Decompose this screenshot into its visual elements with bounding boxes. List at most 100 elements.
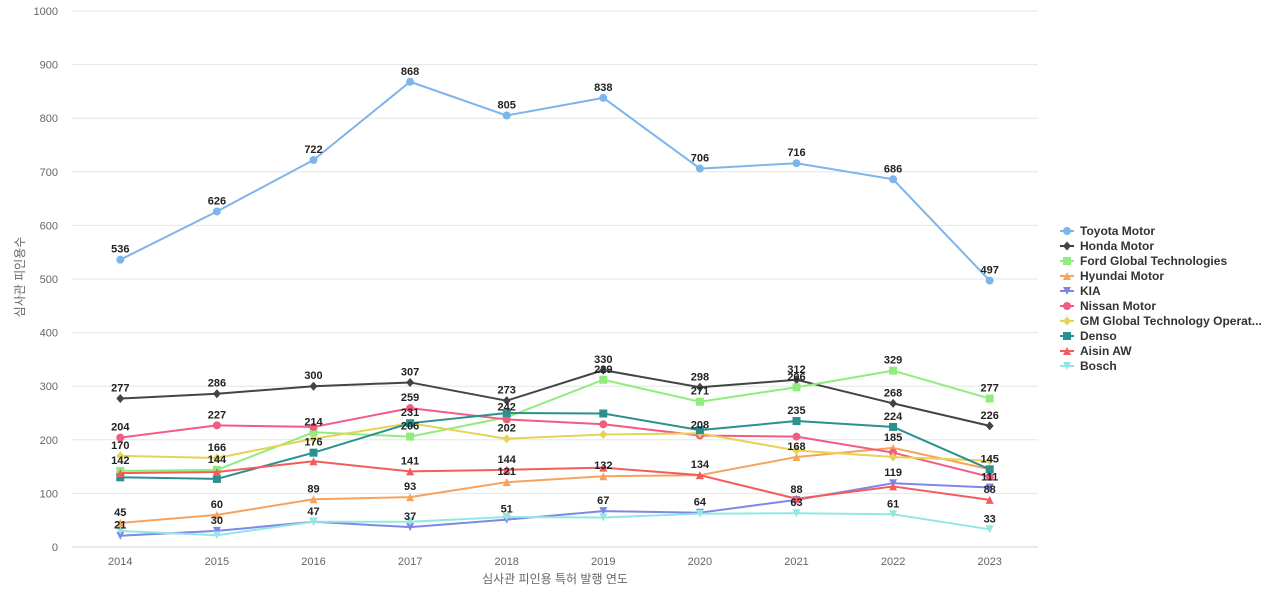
- legend-item[interactable]: Bosch: [1060, 359, 1117, 373]
- data-point[interactable]: [212, 510, 221, 519]
- data-point[interactable]: [599, 409, 608, 418]
- legend-item[interactable]: Aisin AW: [1060, 344, 1132, 358]
- data-point[interactable]: [792, 159, 801, 168]
- data-point[interactable]: [792, 446, 801, 456]
- data-point[interactable]: [599, 513, 608, 522]
- data-point[interactable]: [116, 526, 125, 535]
- data-point[interactable]: [695, 471, 704, 480]
- data-label: 166: [208, 442, 226, 454]
- data-point[interactable]: [695, 164, 704, 173]
- data-point[interactable]: [406, 432, 415, 441]
- data-point[interactable]: [212, 531, 221, 540]
- data-point[interactable]: [792, 432, 801, 441]
- data-point[interactable]: [985, 525, 994, 534]
- data-point[interactable]: [212, 389, 221, 399]
- data-point[interactable]: [792, 383, 801, 392]
- data-point[interactable]: [695, 426, 704, 435]
- data-point[interactable]: [309, 448, 318, 457]
- data-point[interactable]: [116, 451, 125, 461]
- data-point[interactable]: [985, 472, 994, 481]
- data-point[interactable]: [889, 510, 898, 519]
- data-point[interactable]: [599, 429, 608, 439]
- legend-item[interactable]: Ford Global Technologies: [1060, 254, 1227, 268]
- data-point[interactable]: [406, 404, 415, 413]
- legend-item[interactable]: Nissan Motor: [1060, 299, 1156, 313]
- data-point[interactable]: [502, 478, 511, 487]
- data-point[interactable]: [889, 175, 898, 184]
- data-point[interactable]: [889, 398, 898, 408]
- data-point[interactable]: [309, 517, 318, 526]
- data-point[interactable]: [116, 518, 125, 527]
- data-point[interactable]: [212, 526, 221, 535]
- data-point[interactable]: [309, 381, 318, 391]
- data-point[interactable]: [212, 474, 221, 483]
- legend-item[interactable]: GM Global Technology Operat...: [1060, 314, 1262, 328]
- data-point[interactable]: [309, 428, 318, 437]
- data-point[interactable]: [406, 517, 415, 526]
- data-point[interactable]: [116, 531, 125, 540]
- data-point[interactable]: [599, 420, 608, 429]
- legend-item[interactable]: Honda Motor: [1060, 239, 1154, 253]
- data-point[interactable]: [406, 523, 415, 532]
- data-point[interactable]: [116, 473, 125, 482]
- data-point[interactable]: [985, 483, 994, 492]
- data-point[interactable]: [792, 494, 801, 503]
- data-point[interactable]: [406, 377, 415, 387]
- data-point[interactable]: [502, 111, 511, 120]
- series-line: [120, 407, 990, 478]
- data-point[interactable]: [406, 419, 415, 428]
- data-point[interactable]: [695, 509, 704, 518]
- data-point[interactable]: [309, 422, 318, 431]
- data-point[interactable]: [212, 453, 221, 463]
- data-point[interactable]: [212, 421, 221, 430]
- data-point[interactable]: [116, 469, 125, 478]
- data-point[interactable]: [985, 421, 994, 431]
- data-point[interactable]: [599, 463, 608, 472]
- data-point[interactable]: [985, 465, 994, 474]
- data-point[interactable]: [599, 472, 608, 481]
- data-point[interactable]: [792, 452, 801, 461]
- data-point[interactable]: [695, 382, 704, 392]
- data-point[interactable]: [502, 415, 511, 424]
- data-point[interactable]: [309, 457, 318, 466]
- data-point[interactable]: [502, 512, 511, 521]
- data-point[interactable]: [502, 409, 511, 417]
- data-point[interactable]: [985, 394, 994, 403]
- data-point[interactable]: [695, 397, 704, 406]
- data-point[interactable]: [599, 365, 608, 375]
- series-0: [116, 77, 994, 285]
- data-point[interactable]: [212, 207, 221, 216]
- data-point[interactable]: [502, 396, 511, 406]
- data-point[interactable]: [309, 156, 318, 165]
- data-point[interactable]: [502, 434, 511, 444]
- data-point[interactable]: [406, 77, 415, 86]
- data-point[interactable]: [116, 255, 125, 264]
- data-point[interactable]: [792, 509, 801, 518]
- legend-item[interactable]: Denso: [1060, 329, 1117, 343]
- data-point[interactable]: [406, 467, 415, 476]
- legend-item[interactable]: KIA: [1060, 284, 1101, 298]
- data-point[interactable]: [792, 417, 801, 426]
- data-point[interactable]: [889, 482, 898, 491]
- data-point[interactable]: [309, 495, 318, 504]
- data-point[interactable]: [985, 495, 994, 504]
- data-point[interactable]: [116, 433, 125, 442]
- data-point[interactable]: [792, 375, 801, 385]
- data-point[interactable]: [889, 366, 898, 375]
- legend-item[interactable]: Toyota Motor: [1060, 224, 1155, 238]
- data-point[interactable]: [599, 507, 608, 516]
- data-point[interactable]: [985, 456, 994, 466]
- data-point[interactable]: [889, 422, 898, 431]
- legend-item[interactable]: Hyundai Motor: [1060, 269, 1164, 283]
- data-point[interactable]: [116, 394, 125, 404]
- data-point[interactable]: [309, 434, 318, 444]
- data-point[interactable]: [599, 375, 608, 384]
- data-point[interactable]: [502, 465, 511, 474]
- data-point[interactable]: [889, 452, 898, 462]
- data-point[interactable]: [212, 467, 221, 476]
- data-point[interactable]: [406, 493, 415, 502]
- legend-marker-icon: [1063, 347, 1071, 355]
- data-point[interactable]: [985, 276, 994, 285]
- data-point[interactable]: [599, 93, 608, 102]
